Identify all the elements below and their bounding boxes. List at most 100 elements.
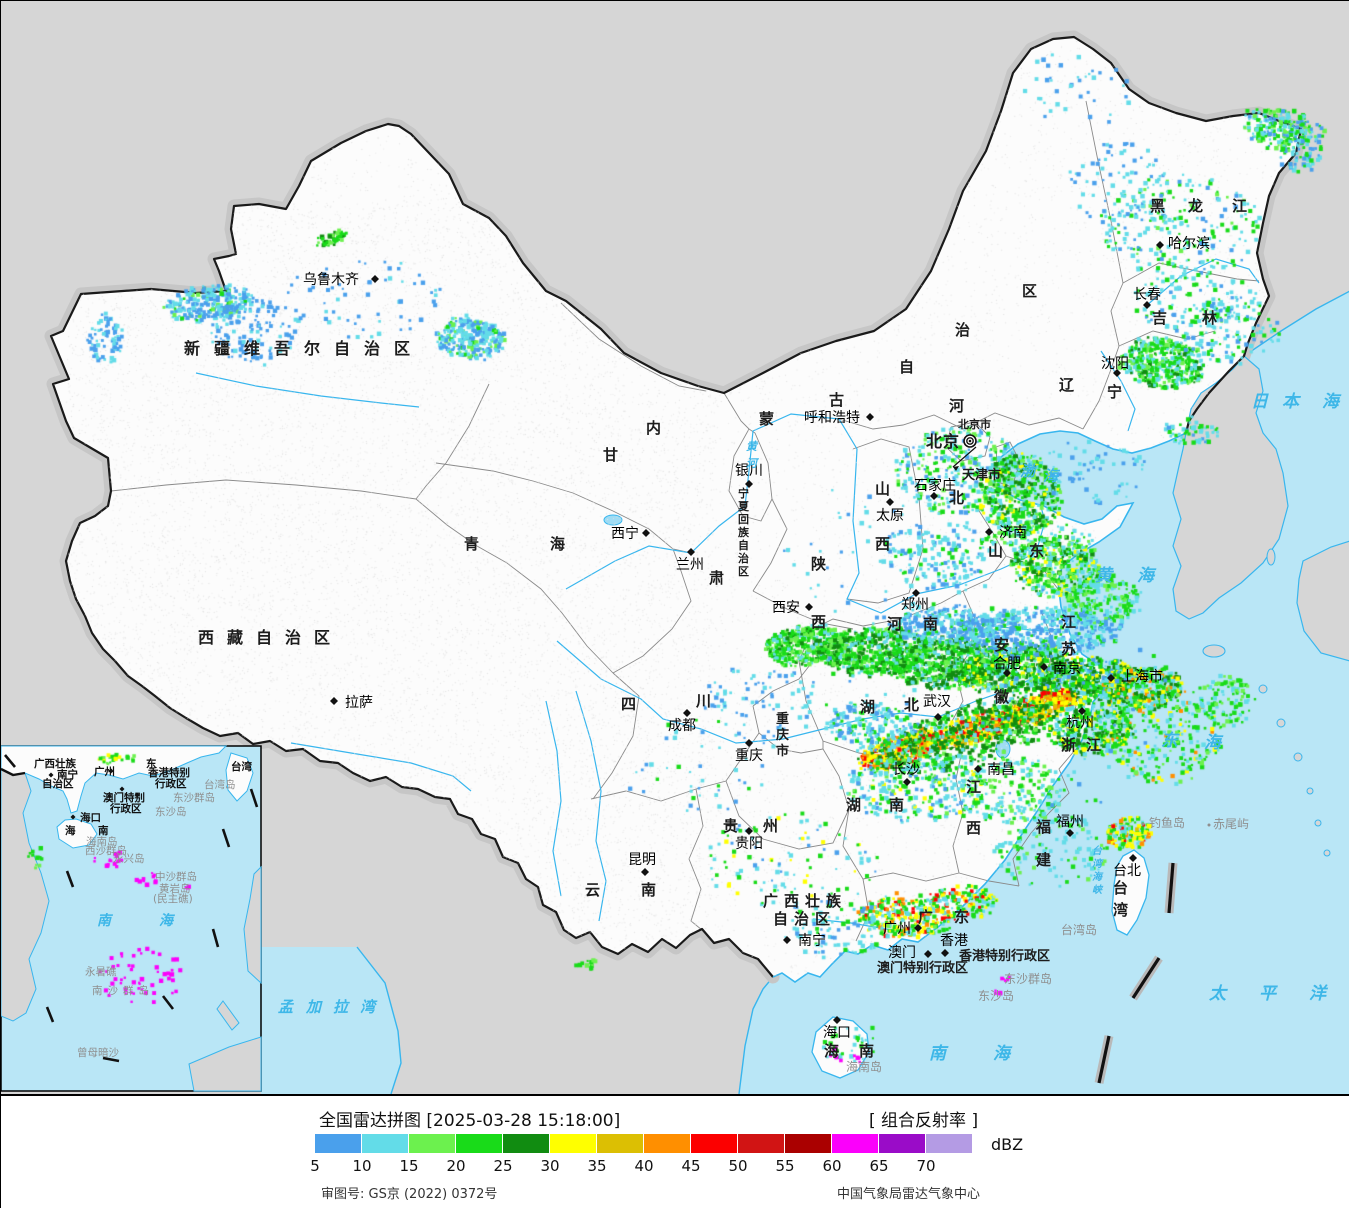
svg-text:区: 区 [738,565,749,578]
svg-text:西: 西 [811,613,826,631]
svg-text:内: 内 [646,419,661,437]
svg-text:河: 河 [887,615,902,633]
svg-text:澳门特别行政区: 澳门特别行政区 [877,960,968,976]
svg-text:石家庄: 石家庄 [914,477,956,494]
city-marker [1129,854,1137,862]
svg-text:治: 治 [738,551,749,565]
svg-text:赤尾屿: 赤尾屿 [1213,817,1249,831]
city-marker [1003,669,1011,677]
svg-text:海: 海 [550,535,565,553]
svg-text:西: 西 [966,819,981,837]
dbz-tick-50: 50 [728,1157,748,1175]
svg-text:海口: 海口 [80,811,101,824]
map-title-text: 全国雷达拼图 [319,1111,421,1131]
svg-text:山: 山 [988,542,1003,560]
svg-text:苏: 苏 [1061,640,1076,658]
svg-text:山: 山 [875,480,890,498]
svg-text:陕: 陕 [811,555,826,573]
svg-text:吉: 吉 [1152,309,1167,327]
svg-text:蒙: 蒙 [759,410,774,428]
sea-labels: 日本海渤 海黄 海东 海南 海太平洋孟加拉湾台湾海峡黄河 [278,392,1342,1064]
svg-text:哈尔滨: 哈尔滨 [1168,236,1210,252]
dbz-tick-60: 60 [822,1157,842,1175]
svg-text:州: 州 [762,817,778,835]
svg-text:加: 加 [305,998,323,1016]
svg-text:香港特别行政区: 香港特别行政区 [958,948,1050,964]
svg-text:洋: 洋 [1309,984,1329,1004]
svg-text:黄: 黄 [746,440,759,453]
svg-text:海南岛: 海南岛 [86,835,118,848]
svg-text:平: 平 [1259,984,1278,1004]
svg-text:南沙群岛: 南沙群岛 [92,984,154,997]
svg-text:呼和浩特: 呼和浩特 [804,410,860,426]
dbz-colorbar [315,1134,973,1153]
svg-text:南昌: 南昌 [987,762,1015,778]
svg-text:济南: 济南 [999,525,1027,541]
dbz-tick-15: 15 [399,1157,419,1175]
svg-text:太: 太 [1208,984,1228,1004]
svg-text:峡: 峡 [1092,884,1104,896]
city-marker [641,868,649,876]
svg-text:广西壮族: 广西壮族 [763,892,847,910]
svg-text:东沙群岛: 东沙群岛 [173,791,215,804]
svg-text:东沙岛: 东沙岛 [155,805,187,818]
svg-text:东沙群岛: 东沙群岛 [1004,971,1052,986]
dbz-swatch-25 [503,1134,549,1153]
city-marker [805,603,813,611]
svg-text:南: 南 [98,824,109,837]
svg-text:东: 东 [1161,731,1181,751]
svg-text:回: 回 [738,512,749,526]
svg-text:上海市: 上海市 [1121,668,1163,685]
svg-text:南: 南 [929,1044,949,1064]
city-marker [914,924,922,932]
svg-text:永暑礁: 永暑礁 [85,965,117,978]
dbz-tick-40: 40 [634,1157,654,1175]
svg-text:台湾岛: 台湾岛 [204,778,236,791]
svg-text:武汉: 武汉 [923,694,951,710]
svg-text:东: 东 [954,908,969,926]
svg-text:新疆维吾尔自治区: 新疆维吾尔自治区 [184,339,424,358]
svg-text:天津市: 天津市 [962,467,1001,483]
city-marker [903,778,911,786]
svg-text:(民主礁): (民主礁) [153,892,193,905]
svg-text:自: 自 [899,358,914,376]
svg-text:台: 台 [1113,879,1128,897]
city-marker [1107,674,1115,682]
svg-text:湾: 湾 [1092,858,1104,870]
svg-text:西宁: 西宁 [611,525,639,542]
svg-text:安: 安 [994,636,1009,654]
city-marker [745,739,753,747]
svg-text:杭州: 杭州 [1066,715,1094,731]
svg-text:海: 海 [1322,392,1342,412]
svg-text:云: 云 [585,881,600,899]
svg-text:湖: 湖 [846,796,861,814]
dbz-swatch-10 [362,1134,408,1153]
svg-text:福州: 福州 [1056,814,1084,830]
svg-text:南宁: 南宁 [798,932,826,949]
svg-text:辽: 辽 [1059,376,1074,394]
svg-text:东沙岛: 东沙岛 [978,988,1014,1003]
city-marker [924,950,932,958]
svg-text:曾母暗沙: 曾母暗沙 [77,1046,119,1059]
svg-text:黄: 黄 [1095,566,1115,586]
dbz-tick-45: 45 [681,1157,701,1175]
dbz-tick-70: 70 [916,1157,936,1175]
svg-text:治: 治 [955,321,970,339]
svg-text:中沙群岛: 中沙群岛 [155,870,197,883]
svg-text:广西壮族: 广西壮族 [34,757,76,770]
city-marker [745,480,753,488]
svg-text:青: 青 [464,535,479,553]
city-marker [783,936,791,944]
dbz-swatch-65 [879,1134,925,1153]
svg-text:南宁: 南宁 [57,768,78,781]
city-marker [1078,707,1086,715]
svg-text:海: 海 [1137,566,1157,586]
svg-text:孟: 孟 [278,998,295,1016]
svg-text:澳门特别: 澳门特别 [103,791,145,804]
dbz-tick-labels: 5 10 15 20 25 30 35 40 45 50 55 60 65 70 [1,1157,1349,1177]
svg-text:夏: 夏 [738,500,750,513]
